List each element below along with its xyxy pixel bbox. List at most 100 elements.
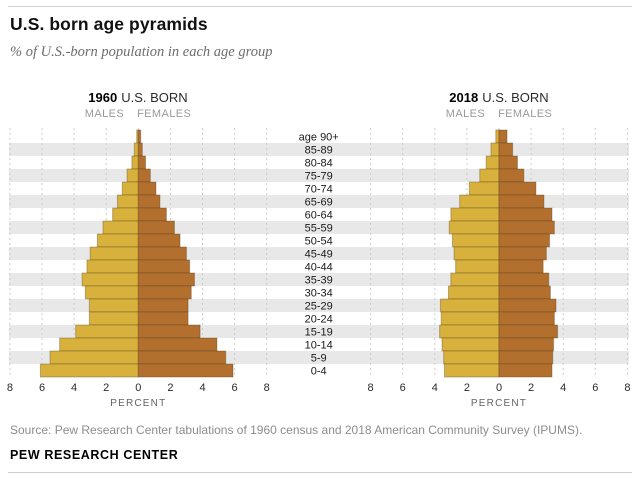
bar-2018-female-85-89: [498, 142, 514, 157]
brand-footer: PEW RESEARCH CENTER: [10, 448, 179, 462]
bar-2018-female-20-24: [498, 311, 555, 326]
pyramid-1960-suffix: U.S. BORN: [121, 90, 188, 105]
bar-1960-female-50-54: [137, 233, 181, 248]
age-group-label: 65-69: [305, 197, 333, 209]
bar-1960-male-85-89: [133, 142, 139, 157]
page-subtitle: % of U.S.-born population in each age gr…: [10, 44, 273, 60]
bar-2018-female-40-44: [498, 259, 544, 274]
top-divider: [8, 6, 632, 7]
row-stripe: [9, 169, 629, 182]
bar-2018-male-40-44: [455, 259, 500, 274]
bar-2018-female-age 90+: [498, 129, 508, 144]
bar-2018-female-65-69: [498, 194, 545, 209]
bar-2018-female-45-49: [498, 246, 547, 261]
bar-2018-female-70-74: [498, 181, 537, 196]
age-group-label: 45-49: [305, 249, 333, 261]
bar-1960-male-80-84: [131, 155, 139, 170]
pyramid-1960-year: 1960: [88, 90, 118, 105]
age-group-label: 35-39: [305, 275, 333, 287]
x-axis-tick: 8: [7, 382, 13, 394]
x-axis-tick: 4: [71, 382, 77, 394]
x-axis-tick: 2: [167, 382, 173, 394]
bar-1960-female-85-89: [137, 142, 143, 157]
age-group-label: 20-24: [305, 314, 333, 326]
bar-1960-female-5-9: [137, 350, 227, 365]
bar-2018-male-45-49: [453, 246, 500, 261]
bar-1960-male-60-64: [112, 207, 139, 222]
age-group-label: 50-54: [305, 236, 333, 248]
bar-1960-male-15-19: [75, 324, 139, 339]
bar-1960-female-0-4: [137, 363, 234, 378]
bar-1960-female-20-24: [137, 311, 189, 326]
bar-2018-female-25-29: [498, 298, 557, 313]
x-axis-tick: 8: [624, 382, 630, 394]
page-title: U.S. born age pyramids: [10, 14, 208, 34]
bar-2018-male-70-74: [468, 181, 500, 196]
age-group-label: 60-64: [305, 210, 333, 222]
bar-2018-female-15-19: [498, 324, 559, 339]
bar-1960-male-65-69: [116, 194, 139, 209]
bar-1960-male-0-4: [39, 363, 139, 378]
females-label-2018: FEMALES: [498, 108, 553, 120]
bar-1960-female-45-49: [137, 246, 187, 261]
age-group-label: 25-29: [305, 301, 333, 313]
age-group-label: 75-79: [305, 171, 333, 183]
bar-2018-male-85-89: [490, 142, 500, 157]
x-axis-tick: 4: [199, 382, 205, 394]
bar-1960-female-75-79: [137, 168, 151, 183]
x-axis-tick: 6: [232, 382, 238, 394]
bar-2018-male-65-69: [459, 194, 500, 209]
x-axis-tick: 6: [39, 382, 45, 394]
bar-2018-female-10-14: [498, 337, 555, 352]
bar-2018-female-60-64: [498, 207, 553, 222]
bar-2018-male-25-29: [439, 298, 500, 313]
pyramid-1960-gender-labels: MALES FEMALES: [28, 108, 248, 120]
females-label-1960: FEMALES: [137, 108, 192, 120]
x-axis-tick: 2: [528, 382, 534, 394]
x-axis-tick: 4: [560, 382, 566, 394]
bar-2018-female-5-9: [498, 350, 554, 365]
bar-1960-male-50-54: [96, 233, 139, 248]
bar-1960-male-20-24: [88, 311, 139, 326]
x-axis-tick: 2: [464, 382, 470, 394]
bar-1960-male-45-49: [89, 246, 139, 261]
bar-1960-male-75-79: [126, 168, 139, 183]
x-axis-tick: 2: [103, 382, 109, 394]
x-axis-tick: 0: [496, 382, 502, 394]
bar-1960-female-35-39: [137, 272, 195, 287]
males-label-2018: MALES: [445, 108, 486, 120]
bar-1960-female-65-69: [137, 194, 161, 209]
bar-2018-female-35-39: [498, 272, 550, 287]
age-group-label: 55-59: [305, 223, 333, 235]
bar-2018-male-35-39: [450, 272, 500, 287]
age-group-label: 80-84: [305, 158, 333, 170]
pyramid-2018-header: 2018 U.S. BORN: [389, 90, 609, 105]
bar-2018-male-75-79: [479, 168, 500, 183]
bar-2018-male-55-59: [448, 220, 500, 235]
bar-1960-female-60-64: [137, 207, 167, 222]
pyramid-1960-header: 1960 U.S. BORN: [28, 90, 248, 105]
bar-2018-male-50-54: [451, 233, 500, 248]
bar-1960-male-30-34: [84, 285, 139, 300]
pyramid-2018-suffix: U.S. BORN: [482, 90, 549, 105]
bar-1960-male-70-74: [121, 181, 139, 196]
bar-1960-male-35-39: [81, 272, 139, 287]
age-group-label: 85-89: [305, 145, 333, 157]
bar-1960-female-80-84: [137, 155, 147, 170]
x-axis-tick: 6: [400, 382, 406, 394]
bar-1960-female-15-19: [137, 324, 201, 339]
age-group-label: 0-4: [311, 366, 327, 378]
x-axis-tick: 0: [135, 382, 141, 394]
x-axis-label: PERCENT: [471, 398, 527, 409]
age-group-label: 70-74: [305, 184, 333, 196]
x-axis-tick: 6: [592, 382, 598, 394]
row-stripe: [9, 143, 629, 156]
age-group-label: age 90+: [299, 132, 339, 144]
bar-2018-male-5-9: [443, 350, 500, 365]
bar-2018-female-80-84: [498, 155, 518, 170]
bar-2018-female-0-4: [498, 363, 553, 378]
bar-2018-male-0-4: [443, 363, 500, 378]
bar-2018-female-55-59: [498, 220, 555, 235]
bar-1960-male-10-14: [59, 337, 139, 352]
